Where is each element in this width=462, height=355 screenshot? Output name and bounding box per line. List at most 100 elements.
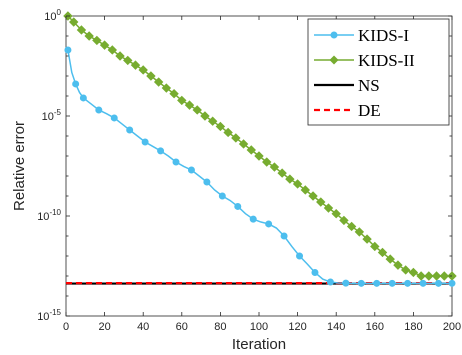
point-kids-ii <box>346 221 357 232</box>
point-kids-ii <box>207 116 218 126</box>
point-kids-ii <box>115 51 125 61</box>
x-tick-label: 40 <box>137 321 149 333</box>
point-kids-ii <box>300 185 311 195</box>
legend: KIDS-I KIDS-II NS DE <box>307 18 450 126</box>
point-kids-i <box>79 94 87 102</box>
point-kids-i <box>296 252 304 260</box>
x-tick-label: 100 <box>250 321 268 333</box>
point-kids-i <box>95 106 103 114</box>
point-kids-ii <box>393 260 403 270</box>
x-axis-label: Iteration <box>232 336 286 353</box>
point-kids-i <box>434 279 442 287</box>
x-tick-label: 80 <box>214 321 226 333</box>
point-kids-i <box>72 80 80 88</box>
legend-label-de: DE <box>358 101 381 120</box>
point-kids-ii <box>385 254 395 264</box>
point-kids-ii <box>69 17 79 27</box>
point-kids-i <box>203 178 211 186</box>
point-kids-ii <box>223 127 233 138</box>
y-tick-label: 10-5 <box>42 108 62 123</box>
point-kids-ii <box>277 168 287 178</box>
point-kids-i <box>141 138 149 146</box>
point-kids-ii <box>123 55 133 66</box>
point-kids-ii <box>331 209 341 219</box>
point-kids-ii <box>431 271 442 281</box>
point-kids-ii <box>215 121 226 132</box>
series-layer <box>63 11 457 287</box>
y-tick-label: 10-15 <box>37 308 61 323</box>
point-kids-ii <box>84 31 94 41</box>
point-kids-ii <box>254 151 264 161</box>
point-kids-i <box>311 268 319 276</box>
point-kids-ii <box>130 60 141 70</box>
point-kids-i <box>357 279 365 287</box>
legend-label-ns: NS <box>358 76 380 95</box>
x-tick-label: 20 <box>98 321 110 333</box>
point-kids-ii <box>153 77 164 87</box>
point-kids-ii <box>439 271 449 281</box>
point-kids-i <box>172 158 180 166</box>
point-kids-ii <box>138 65 148 75</box>
point-kids-i <box>265 220 273 228</box>
point-kids-ii <box>169 89 179 99</box>
x-tick-label: 180 <box>404 321 422 333</box>
y-axis-ticks: 100 10-5 10-10 10-15 <box>37 8 452 323</box>
legend-label-kids-ii: KIDS-II <box>358 51 415 70</box>
x-axis-ticks: 0 20 40 60 80 100 120 140 160 180 200 <box>63 16 461 333</box>
point-kids-i <box>249 215 257 223</box>
legend-marker-kids-ii <box>329 55 339 65</box>
point-kids-ii <box>316 197 326 207</box>
point-kids-i <box>419 279 427 287</box>
point-kids-ii <box>231 133 241 143</box>
point-kids-ii <box>424 271 434 281</box>
point-kids-ii <box>184 100 195 110</box>
point-kids-ii <box>92 35 102 46</box>
point-kids-ii <box>354 227 365 237</box>
y-tick-label: 10-10 <box>37 208 61 223</box>
point-kids-i <box>280 232 288 240</box>
point-kids-ii <box>408 267 419 278</box>
y-tick-label: 100 <box>44 8 61 23</box>
point-kids-ii <box>238 139 249 149</box>
point-kids-ii <box>416 271 426 281</box>
point-kids-i <box>448 279 456 287</box>
x-tick-label: 200 <box>443 321 461 333</box>
legend-marker-kids-i <box>330 31 338 39</box>
legend-label-kids-i: KIDS-I <box>358 26 409 45</box>
point-kids-i <box>234 202 242 210</box>
point-kids-ii <box>177 95 187 106</box>
point-kids-ii <box>262 157 272 167</box>
point-kids-ii <box>192 105 202 115</box>
y-axis-label: Relative error <box>11 121 28 211</box>
point-kids-i <box>373 279 381 287</box>
point-kids-ii <box>76 25 87 35</box>
point-kids-i <box>404 279 412 287</box>
point-kids-ii <box>99 40 110 50</box>
point-kids-ii <box>269 162 280 172</box>
point-kids-ii <box>377 247 388 258</box>
x-tick-label: 0 <box>63 321 69 333</box>
point-kids-ii <box>161 83 172 93</box>
point-kids-ii <box>362 234 372 244</box>
point-kids-i <box>187 166 195 174</box>
point-kids-ii <box>246 145 256 155</box>
x-tick-label: 120 <box>288 321 306 333</box>
point-kids-i <box>110 114 118 122</box>
point-kids-i <box>64 46 72 54</box>
point-kids-ii <box>200 111 210 121</box>
point-kids-ii <box>323 203 334 213</box>
point-kids-i <box>388 279 396 287</box>
point-kids-ii <box>107 45 118 55</box>
x-tick-label: 60 <box>176 321 188 333</box>
point-kids-i <box>218 192 226 200</box>
point-kids-ii <box>285 174 295 184</box>
point-kids-ii <box>292 179 303 189</box>
point-kids-i <box>326 278 334 286</box>
point-kids-ii <box>339 215 349 226</box>
point-kids-ii <box>146 71 156 81</box>
x-tick-label: 160 <box>366 321 384 333</box>
point-kids-ii <box>370 241 380 252</box>
point-kids-i <box>157 147 165 155</box>
point-kids-ii <box>308 191 318 201</box>
